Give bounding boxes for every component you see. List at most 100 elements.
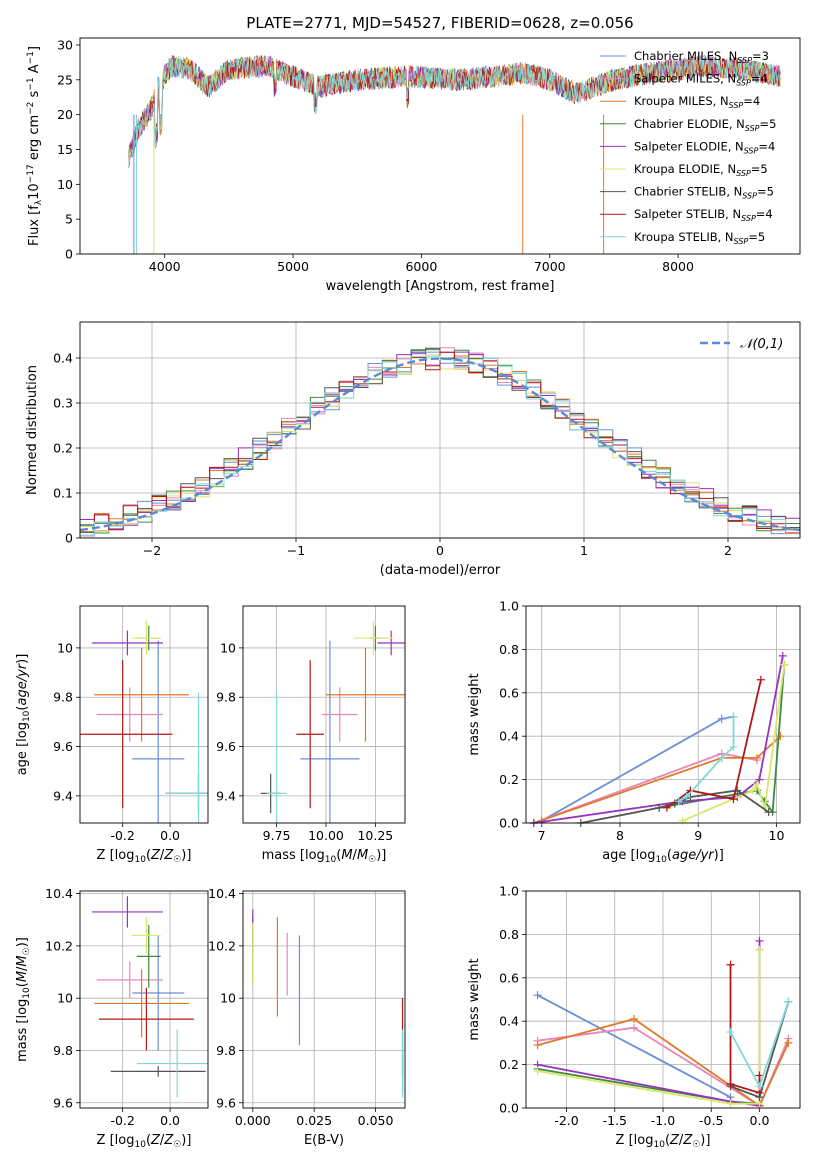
series-line-chabrier-elodie (537, 949, 761, 1105)
x-tick-label: -2.0 (554, 1113, 578, 1128)
marker-kroupa-elodie (726, 1099, 735, 1108)
series-line-kroupa-elodie (537, 949, 761, 1105)
x-axis-label: mass [log10(M/M☉)] (262, 848, 387, 865)
legend-entry: Salpeter MILES, NSSP=4 (634, 72, 768, 88)
marker-salpeter-elodie (778, 651, 787, 660)
marker-kroupa-stelib (682, 792, 691, 801)
y-tick-label: 0 (65, 247, 73, 262)
histogram-kroupa-stelib (80, 355, 800, 536)
y-tick-label: 30 (57, 37, 73, 52)
x-tick-label: -0.2 (110, 1113, 134, 1128)
legend-entry: Salpeter STELIB, NSSP=4 (634, 207, 773, 223)
marker-kroupa-stelib (726, 1028, 735, 1037)
histogram-salpeter-stelib (80, 351, 800, 537)
legend-entry: 𝒩(0,1) (740, 337, 783, 352)
marker-kroupa-stelib (729, 743, 738, 752)
y-tick-label: 0.2 (499, 1057, 519, 1072)
y-tick-label: 10.4 (45, 886, 73, 901)
spectrum-kroupa-elodie (128, 55, 781, 158)
x-tick-label: 8 (616, 828, 624, 843)
x-tick-label: 0.0 (160, 1113, 180, 1128)
legend-entry: Salpeter ELODIE, NSSP=4 (634, 139, 775, 155)
axes-frame (242, 605, 406, 824)
y-tick-label: 0.2 (499, 772, 519, 787)
spectrum-panel: 4000 5000 6000 7000 8000 0 5 10 15 20 25 30 waveleng… (26, 37, 801, 294)
y-axis-label: mass weight (467, 673, 482, 755)
series-line-chabrier-elodie (658, 664, 786, 815)
marker-kroupa-stelib (717, 753, 726, 762)
y-tick-label: 10 (57, 177, 73, 192)
x-tick-label: 10.25 (357, 828, 393, 843)
series-line-salpeter-miles (533, 752, 758, 823)
x-tick-label: 1 (580, 543, 588, 558)
series-line-chabrier-stelib (580, 789, 770, 823)
x-axis-label: Z [log10(Z/Z☉)] (616, 1133, 711, 1150)
axes-frame (525, 890, 801, 1109)
x-tick-label: 7 (538, 828, 546, 843)
marker-salpeter-stelib (662, 803, 671, 812)
series-line-kroupa-miles (537, 1018, 790, 1108)
marker-salpeter-stelib (726, 960, 735, 969)
y-tick-label: 9.6 (216, 1095, 236, 1110)
x-tick-label: -1.0 (651, 1113, 675, 1128)
y-axis-label: Flux [fλ10−17 erg cm−2 s−1 A−1] (26, 46, 44, 246)
y-tick-label: 10.2 (208, 938, 236, 953)
y-tick-label: 10.2 (45, 938, 73, 953)
marker-salpeter-stelib (756, 675, 765, 684)
x-tick-label: -0.5 (699, 1113, 723, 1128)
series-line-salpeter-elodie (537, 940, 761, 1107)
axes-frame (79, 890, 209, 1109)
x-tick-label: 0.000 (235, 1113, 271, 1128)
normal-reference-curve (79, 357, 801, 532)
x-tick-label: 4000 (149, 259, 181, 274)
marker-chabrier-stelib (655, 803, 664, 812)
x-axis-label: age [log10(age/yr)] (602, 848, 724, 865)
y-tick-label: 9.6 (53, 1095, 73, 1110)
marker-kroupa-elodie (749, 786, 758, 795)
y-tick-label: 0.0 (499, 816, 519, 831)
residual-histogram-panel: −2 −1 0 1 2 0 0.1 0.2 0.3 0.4 𝒩(0,1) (data-model)/e… (25, 321, 801, 578)
marker-salpeter-stelib (729, 795, 738, 804)
y-tick-label: 20 (57, 107, 73, 122)
x-tick-label: 9 (694, 828, 702, 843)
y-tick-label: 9.4 (53, 788, 73, 803)
x-tick-label: 6000 (405, 259, 437, 274)
mass-weight-vs-metallicity-panel: -2.0 -1.5 -1.0 -0.5 0.0 0.0 0.2 0.4 0.6 0.8 1.0 Z [… (467, 884, 801, 1150)
marker-kroupa-stelib (784, 997, 793, 1006)
y-tick-label: 0.6 (499, 685, 519, 700)
mass-vs-metallicity-panel: -0.2 0.0 9.6 9.8 10 10.2 10.4 Z [log10(Z/Z☉)] ma… (15, 886, 209, 1150)
marker-kroupa-miles (784, 1038, 793, 1047)
y-tick-label: 0.8 (499, 927, 519, 942)
marker-salpeter-stelib (755, 1071, 764, 1080)
y-tick-label: 0.6 (499, 970, 519, 985)
x-tick-label: 0.025 (296, 1113, 332, 1128)
x-tick-label: 2 (724, 543, 732, 558)
marker-kroupa-stelib (729, 712, 738, 721)
spectrum-kroupa-stelib (128, 54, 781, 167)
marker-chabrier-stelib (764, 808, 773, 817)
marker-salpeter-elodie (755, 936, 764, 945)
x-tick-label: −1 (287, 543, 305, 558)
age-vs-mass-panel: 9.75 10.00 10.25 9.4 9.6 9.8 10 mass [log10(M/M… (216, 605, 406, 865)
marker-kroupa-miles (752, 753, 761, 762)
y-axis-label: mass [log10(M/M☉)] (15, 937, 32, 1062)
x-tick-label: -0.2 (110, 828, 134, 843)
marker-chabrier-miles (533, 991, 542, 1000)
marker-kroupa-elodie (755, 945, 764, 954)
x-tick-label: 0.0 (160, 828, 180, 843)
x-tick-label: 5000 (277, 259, 309, 274)
marker-kroupa-elodie (533, 1067, 542, 1076)
marker-kroupa-miles (630, 1015, 639, 1024)
y-tick-label: 9.8 (216, 1043, 236, 1058)
marker-salpeter-miles (630, 1023, 639, 1032)
y-tick-label: 0.1 (53, 486, 73, 501)
marker-salpeter-elodie (755, 775, 764, 784)
x-tick-label: 0.050 (358, 1113, 394, 1128)
x-tick-label: 7000 (534, 259, 566, 274)
y-tick-label: 10.4 (208, 886, 236, 901)
y-tick-label: 1.0 (499, 884, 519, 899)
x-tick-label: −2 (143, 543, 161, 558)
legend-entry: Kroupa STELIB, NSSP=5 (634, 230, 765, 246)
marker-chabrier-miles (717, 714, 726, 723)
x-axis-label: Z [log10(Z/Z☉)] (97, 1133, 192, 1150)
